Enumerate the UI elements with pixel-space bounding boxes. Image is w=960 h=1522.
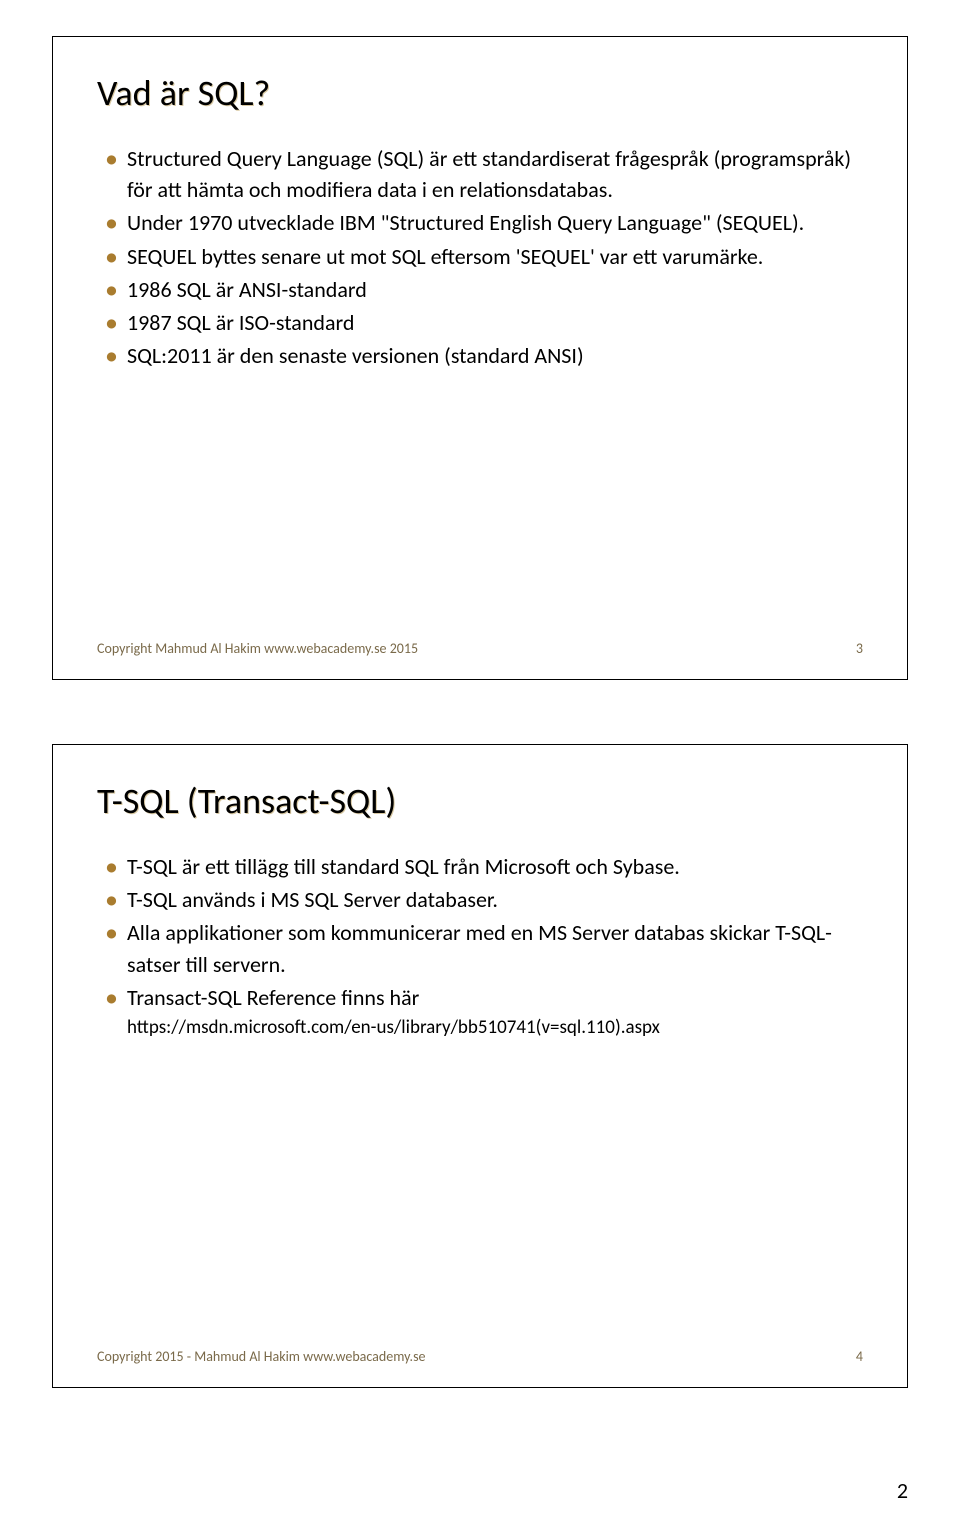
bullet-item: Structured Query Language (SQL) är ett s… [105,143,863,205]
footer-copyright: Copyright 2015 - Mahmud Al Hakim www.web… [97,1348,426,1365]
bullet-item: T-SQL är ett tillägg till standard SQL f… [105,851,863,882]
bullet-item: T-SQL används i MS SQL Server databaser. [105,884,863,915]
bullet-item: Transact-SQL Reference finns här https:/… [105,982,863,1042]
slide-2-footer: Copyright 2015 - Mahmud Al Hakim www.web… [97,1348,863,1365]
bullet-item: SQL:2011 är den senaste versionen (stand… [105,340,863,371]
bullet-item: 1986 SQL är ANSI-standard [105,274,863,305]
page-number: 2 [897,1477,908,1504]
slide-2-title: T-SQL (Transact-SQL) [97,779,863,823]
slide-1-bullets: Structured Query Language (SQL) är ett s… [97,143,863,372]
slide-1-footer: Copyright Mahmud Al Hakim www.webacademy… [97,640,863,657]
footer-slide-number: 3 [856,640,863,657]
bullet-item: SEQUEL byttes senare ut mot SQL eftersom… [105,241,863,272]
bullet-text: Transact-SQL Reference finns här [127,984,419,1011]
bullet-item: Alla applikationer som kommunicerar med … [105,917,863,979]
footer-copyright: Copyright Mahmud Al Hakim www.webacademy… [97,640,418,657]
bullet-item: 1987 SQL är ISO-standard [105,307,863,338]
footer-slide-number: 4 [856,1348,863,1365]
slide-2: T-SQL (Transact-SQL) T-SQL är ett tilläg… [52,744,908,1388]
reference-link-text: https://msdn.microsoft.com/en-us/library… [127,1015,863,1042]
document-page: Vad är SQL? Structured Query Language (S… [0,0,960,1522]
slide-2-bullets: T-SQL är ett tillägg till standard SQL f… [97,851,863,1042]
slide-1-title: Vad är SQL? [97,71,863,115]
bullet-item: Under 1970 utvecklade IBM "Structured En… [105,207,863,238]
slide-1: Vad är SQL? Structured Query Language (S… [52,36,908,680]
